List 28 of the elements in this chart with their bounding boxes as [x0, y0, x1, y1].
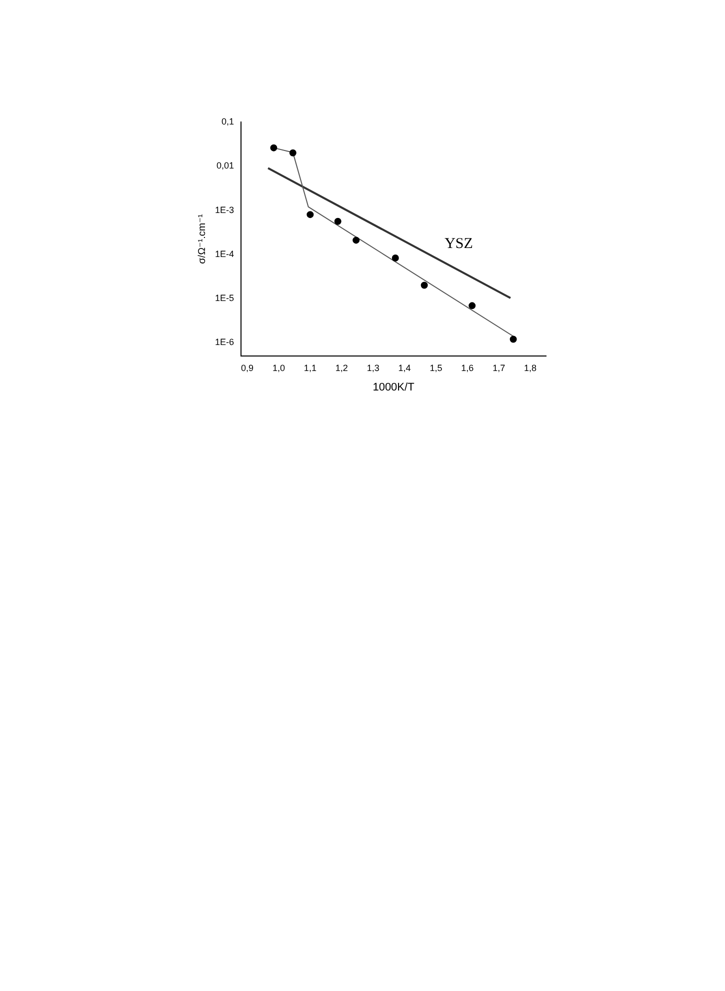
point: [270, 144, 278, 152]
x-tick-label: 1,8: [524, 362, 537, 373]
y-axis-title: σ/Ω⁻¹.cm⁻¹: [196, 213, 208, 264]
x-tick-label: 1,4: [398, 362, 411, 373]
x-tick-label: 1,7: [492, 362, 506, 373]
x-tick-label: 1,2: [335, 362, 348, 373]
point: [289, 149, 296, 156]
x-tick-label: 1,3: [366, 362, 380, 373]
x-tick-label: 0,9: [241, 362, 254, 373]
series-label: YSZ: [444, 236, 473, 252]
x-tick-label: 1,6: [461, 362, 474, 373]
x-tick-label: 1,5: [430, 362, 442, 373]
point: [352, 236, 360, 244]
y-tick-label: 1E-6: [214, 337, 234, 348]
x-axis-title: 1000K/T: [372, 381, 415, 394]
y-tick-label: 1E-5: [214, 293, 234, 304]
point: [510, 336, 517, 343]
point: [468, 302, 476, 310]
x-tick-label: 1,1: [304, 362, 316, 373]
point: [334, 218, 342, 225]
y-tick-label: 0,01: [216, 160, 234, 171]
y-tick-label: 1E-4: [214, 248, 234, 259]
y-tick-label: 1E-3: [214, 204, 234, 215]
point: [392, 254, 399, 262]
point: [306, 211, 314, 218]
x-tick-label: 1,0: [272, 362, 285, 373]
y-tick-label: 0,1: [221, 116, 234, 126]
point: [420, 282, 428, 289]
